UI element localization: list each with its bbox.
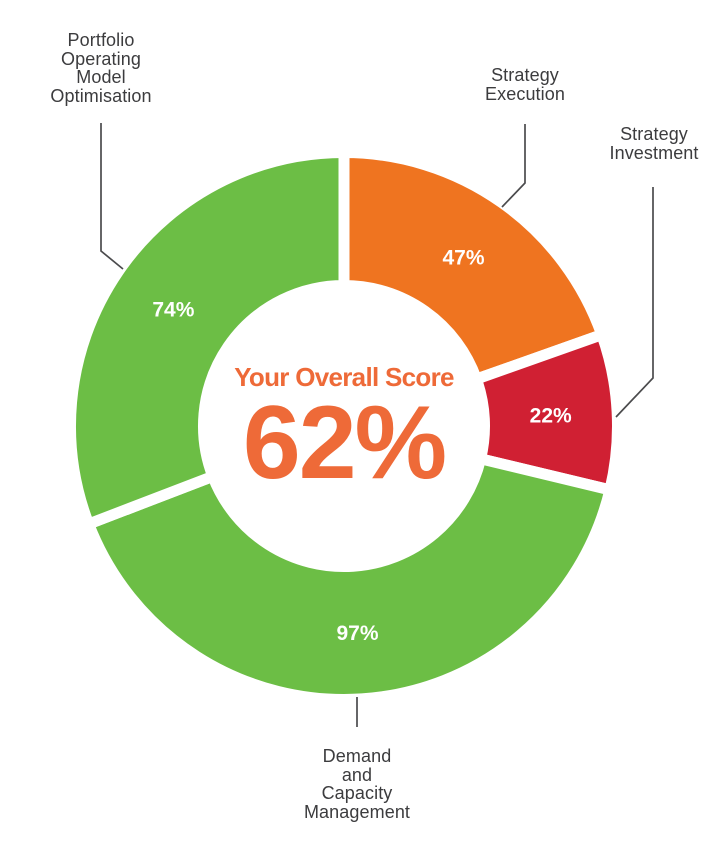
leader-line-portfolio-operating-model-optimisation <box>100 123 124 270</box>
donut-segment-demand-and-capacity-management[interactable] <box>83 453 616 705</box>
segment-value-label-portfolio-operating-model-optimisation: 74% <box>152 298 194 321</box>
category-label-portfolio-operating-model-optimisation: Portfolio Operating Model Optimisation <box>50 30 152 106</box>
donut-segment-strategy-execution[interactable] <box>338 147 608 385</box>
overall-score-title: Your Overall Score <box>234 362 454 392</box>
donut-center-text: Your Overall Score 62% <box>194 362 494 501</box>
category-label-demand-and-capacity-management: Demand and Capacity Management <box>303 746 411 822</box>
leader-line-strategy-investment <box>615 187 654 418</box>
leader-line-strategy-execution <box>501 124 526 208</box>
segment-value-label-strategy-execution: 47% <box>442 247 484 270</box>
segment-value-label-strategy-investment: 22% <box>530 405 572 428</box>
segment-value-label-demand-and-capacity-management: 97% <box>336 622 378 645</box>
overall-score-value: 62% <box>242 385 447 501</box>
category-label-strategy-investment: Strategy Investment <box>609 124 699 163</box>
donut-segment-portfolio-operating-model-optimisation[interactable] <box>65 147 350 530</box>
category-label-strategy-execution: Strategy Execution <box>485 65 565 104</box>
